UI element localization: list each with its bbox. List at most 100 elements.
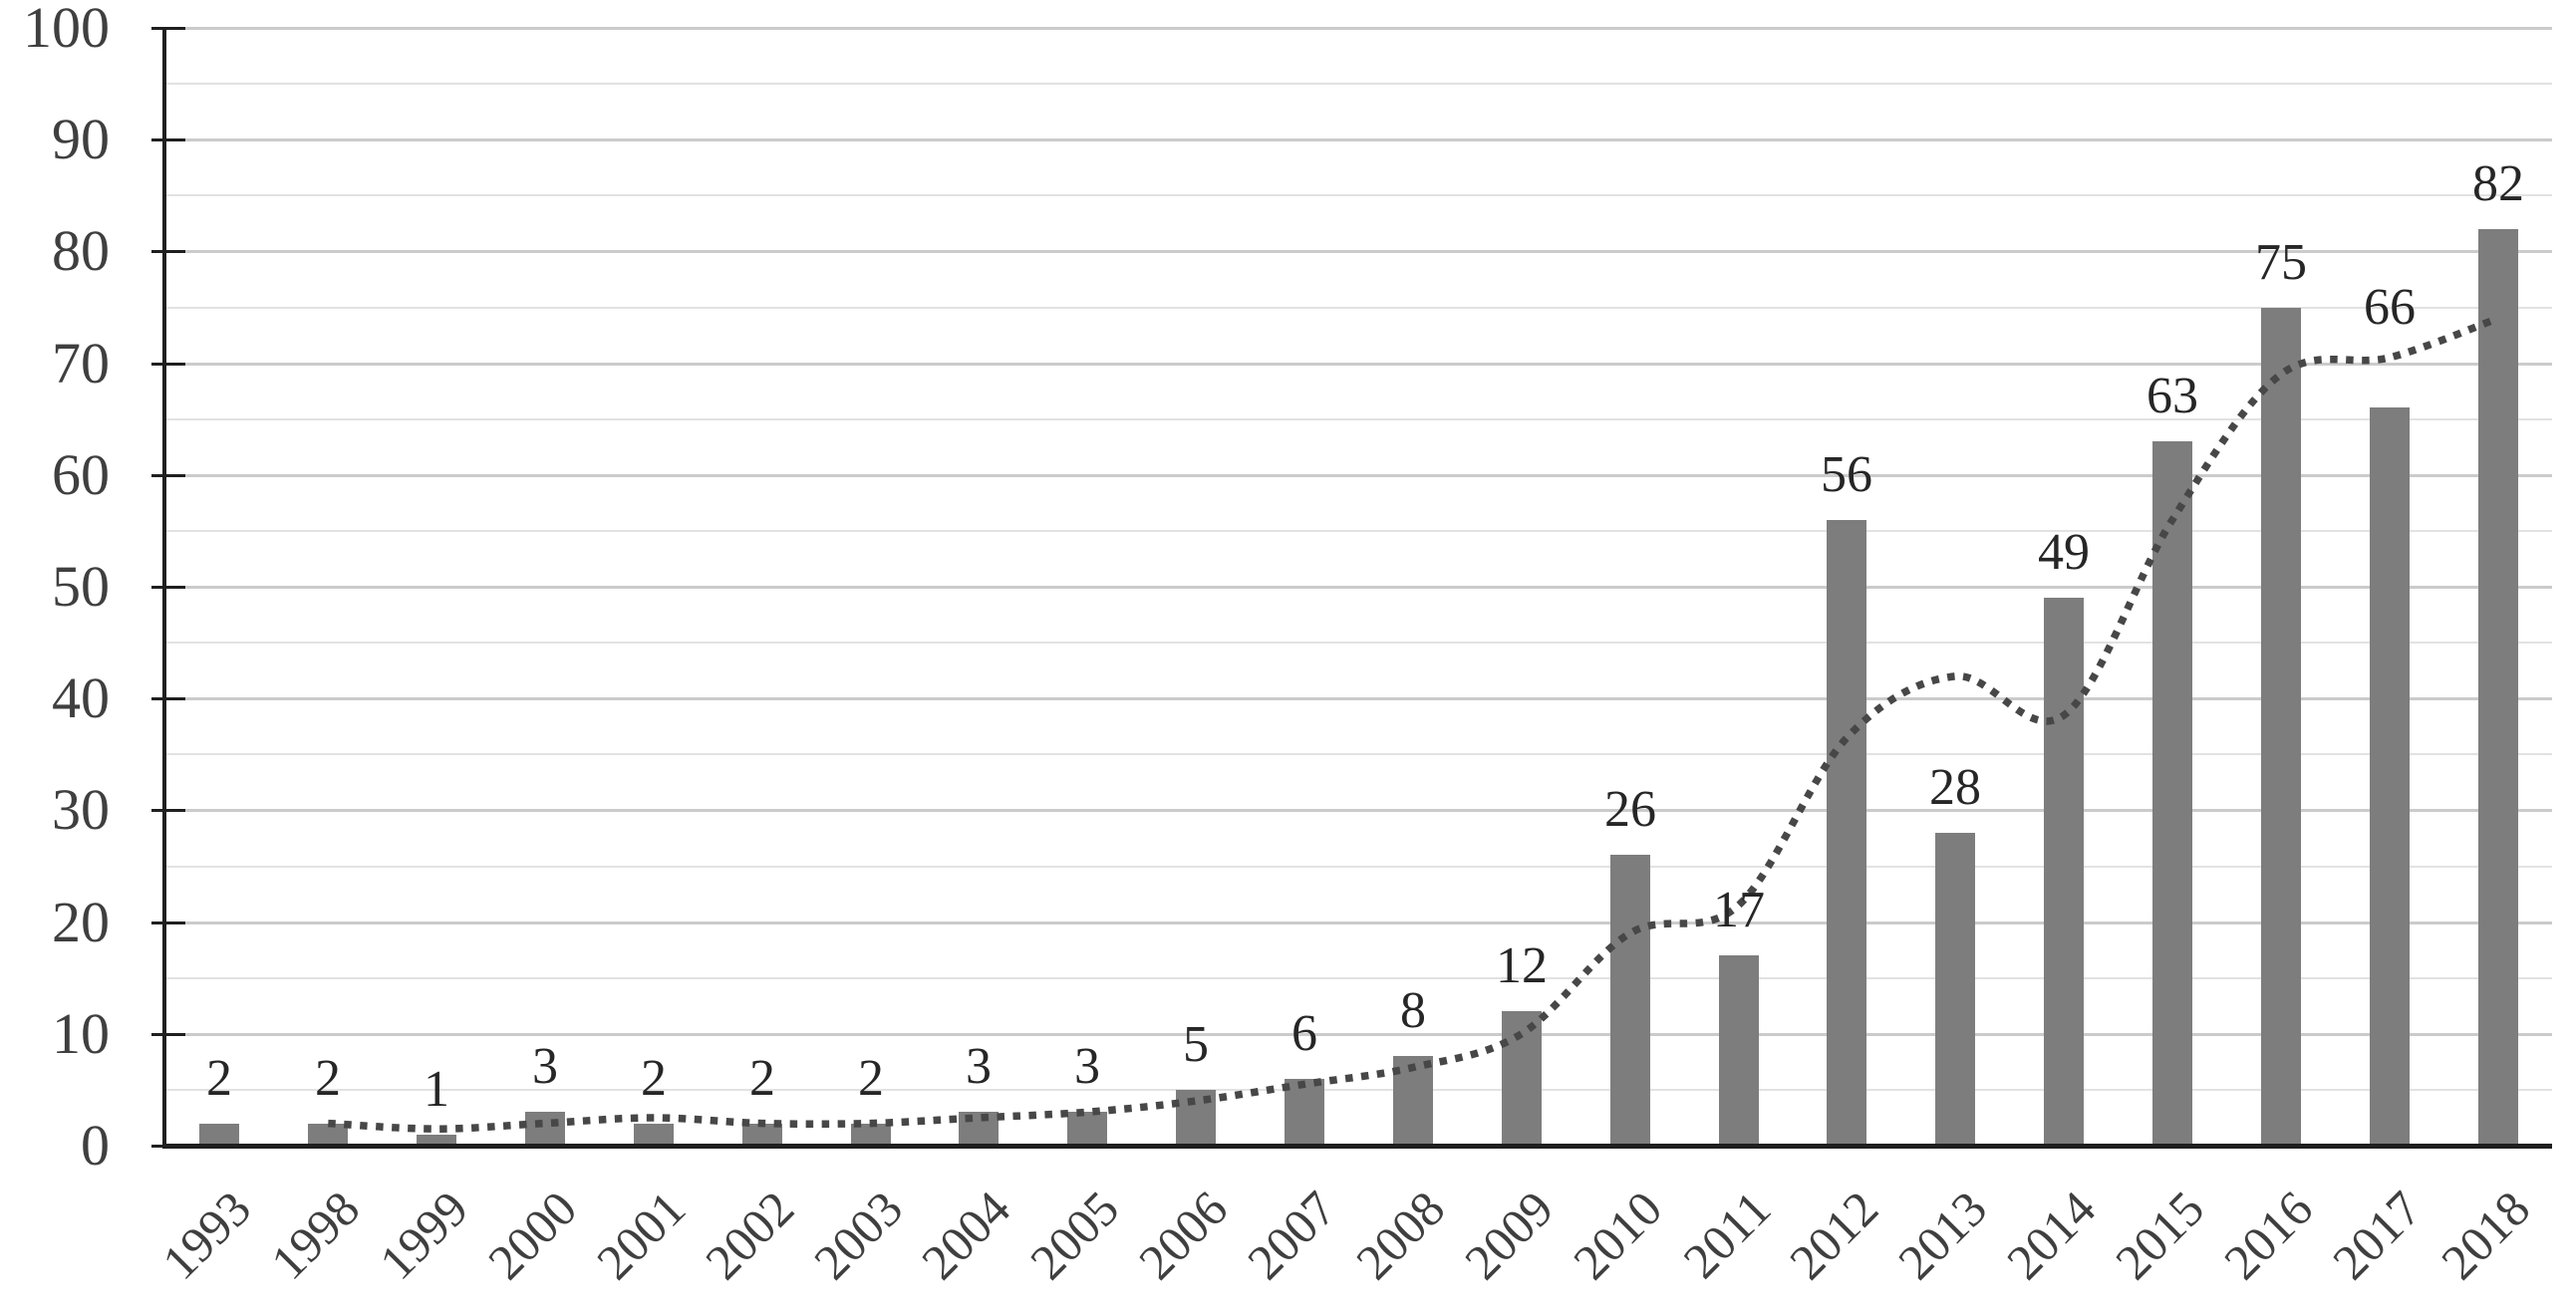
x-axis-label-2012: 2012 <box>1778 1180 1889 1290</box>
data-label-2015: 63 <box>2147 368 2198 424</box>
minor-gridline <box>165 83 2552 85</box>
bar-2004 <box>959 1112 999 1144</box>
y-axis-label: 50 <box>52 554 110 619</box>
y-axis-tick <box>151 809 185 812</box>
data-label-2004: 3 <box>966 1038 992 1095</box>
x-axis-line <box>162 1144 2552 1149</box>
major-gridline <box>165 697 2552 700</box>
y-axis-label: 0 <box>81 1113 110 1178</box>
bar-2007 <box>1285 1079 1324 1144</box>
y-axis-label: 100 <box>23 0 110 60</box>
y-axis-tick <box>151 474 185 477</box>
x-axis-label-2013: 2013 <box>1886 1180 1998 1290</box>
y-axis-tick <box>151 586 185 589</box>
minor-gridline <box>165 642 2552 644</box>
minor-gridline <box>165 194 2552 196</box>
major-gridline <box>165 363 2552 366</box>
bar-2016 <box>2261 308 2301 1144</box>
bar-2003 <box>851 1124 891 1144</box>
bar-2013 <box>1935 833 1975 1144</box>
bar-2017 <box>2370 407 2410 1144</box>
x-axis-label-2004: 2004 <box>910 1180 1021 1290</box>
bar-2006 <box>1176 1090 1216 1144</box>
y-axis-label: 40 <box>52 665 110 730</box>
major-gridline <box>165 250 2552 253</box>
x-axis-label-2015: 2015 <box>2104 1180 2215 1290</box>
data-label-2007: 6 <box>1291 1005 1317 1062</box>
y-axis-tick <box>151 1145 185 1148</box>
major-gridline <box>165 809 2552 812</box>
bar-2002 <box>742 1124 782 1144</box>
data-label-2006: 5 <box>1183 1016 1209 1073</box>
bar-2012 <box>1827 520 1866 1144</box>
minor-gridline <box>165 753 2552 755</box>
y-axis-label: 60 <box>52 442 110 507</box>
data-label-1999: 1 <box>424 1061 449 1118</box>
x-axis-label-2002: 2002 <box>694 1180 805 1290</box>
x-axis-label-2014: 2014 <box>1995 1180 2107 1290</box>
minor-gridline <box>165 977 2552 979</box>
x-axis-label-1993: 1993 <box>150 1180 262 1290</box>
y-axis-label: 90 <box>52 107 110 171</box>
major-gridline <box>165 138 2552 141</box>
x-axis-label-2017: 2017 <box>2321 1180 2433 1290</box>
x-axis-label-2009: 2009 <box>1453 1180 1565 1290</box>
y-axis-label: 70 <box>52 331 110 395</box>
y-axis-tick <box>151 138 185 141</box>
x-axis-label-2005: 2005 <box>1018 1180 1130 1290</box>
data-label-2008: 8 <box>1400 982 1426 1039</box>
bar-1998 <box>308 1124 348 1144</box>
bar-2001 <box>634 1124 674 1144</box>
bar-1999 <box>417 1135 456 1144</box>
y-axis-label: 10 <box>52 1001 110 1066</box>
minor-gridline <box>165 530 2552 532</box>
x-axis-label-2008: 2008 <box>1344 1180 1456 1290</box>
y-axis-label: 20 <box>52 890 110 954</box>
major-gridline <box>165 586 2552 589</box>
data-label-1993: 2 <box>206 1050 232 1107</box>
data-label-2018: 82 <box>2472 155 2524 212</box>
bar-2008 <box>1393 1056 1433 1144</box>
x-axis-label-2006: 2006 <box>1127 1180 1239 1290</box>
data-label-1998: 2 <box>315 1050 341 1107</box>
x-axis-label-2003: 2003 <box>802 1180 914 1290</box>
x-axis-label-2018: 2018 <box>2430 1180 2541 1290</box>
x-axis-label-2000: 2000 <box>476 1180 588 1290</box>
x-axis-label-2007: 2007 <box>1236 1180 1347 1290</box>
y-axis-label: 80 <box>52 218 110 283</box>
x-axis-label-2010: 2010 <box>1562 1180 1673 1290</box>
y-axis-tick <box>151 1033 185 1036</box>
bar-1993 <box>199 1124 239 1144</box>
data-label-2010: 26 <box>1604 781 1656 838</box>
y-axis-tick <box>151 921 185 924</box>
data-label-2000: 3 <box>532 1038 558 1095</box>
x-axis-label-2016: 2016 <box>2212 1180 2324 1290</box>
data-label-2003: 2 <box>858 1050 884 1107</box>
y-axis-tick <box>151 363 185 366</box>
x-axis-label-2001: 2001 <box>585 1180 697 1290</box>
minor-gridline <box>165 866 2552 868</box>
bar-2014 <box>2044 598 2084 1144</box>
bar-2011 <box>1719 955 1759 1144</box>
x-axis-label-2011: 2011 <box>1672 1180 1782 1289</box>
data-label-2012: 56 <box>1821 446 1872 503</box>
x-axis-label-1998: 1998 <box>259 1180 371 1290</box>
bar-2005 <box>1067 1112 1107 1144</box>
data-label-2011: 17 <box>1713 882 1765 938</box>
major-gridline <box>165 27 2552 30</box>
bar-2018 <box>2478 229 2518 1144</box>
data-label-2005: 3 <box>1074 1038 1100 1095</box>
y-axis-tick <box>151 697 185 700</box>
data-label-2002: 2 <box>749 1050 775 1107</box>
x-axis-label-1999: 1999 <box>368 1180 479 1290</box>
data-label-2013: 28 <box>1929 759 1981 816</box>
major-gridline <box>165 474 2552 477</box>
y-axis-tick <box>151 27 185 30</box>
data-label-2014: 49 <box>2038 524 2090 581</box>
data-label-2017: 66 <box>2364 279 2416 336</box>
data-label-2009: 12 <box>1496 937 1548 994</box>
data-label-2016: 75 <box>2255 234 2307 291</box>
data-label-2001: 2 <box>641 1050 667 1107</box>
major-gridline <box>165 921 2552 924</box>
